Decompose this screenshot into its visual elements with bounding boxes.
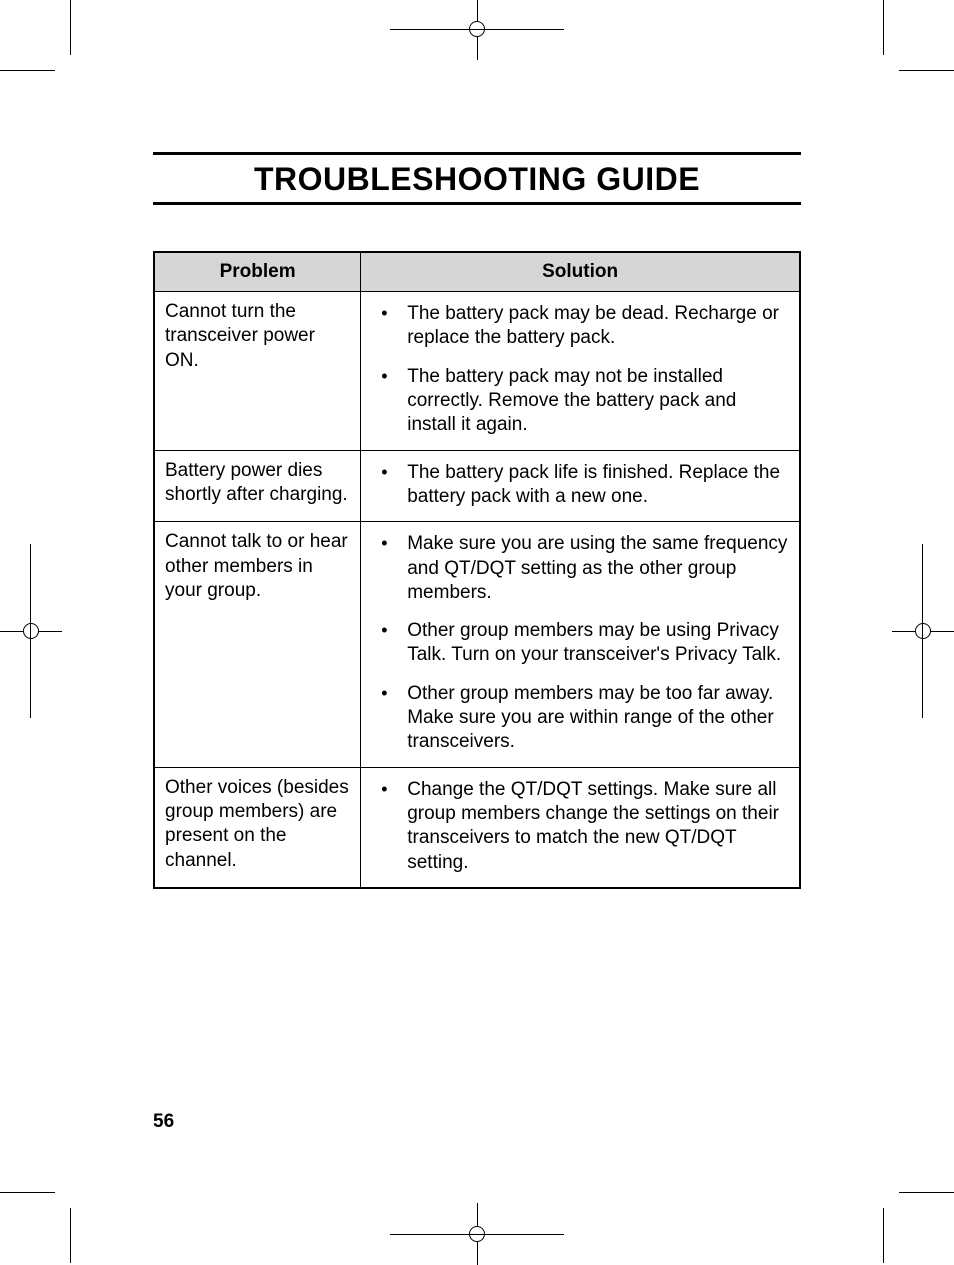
- table-row: Other voices (besides group members) are…: [154, 767, 800, 888]
- solution-item: Other group members may be too far away.…: [367, 680, 789, 757]
- problem-cell: Battery power dies shortly after chargin…: [154, 450, 361, 522]
- problem-cell: Cannot talk to or hear other members in …: [154, 522, 361, 768]
- problem-cell: Other voices (besides group members) are…: [154, 767, 361, 888]
- solution-cell: The battery pack may be dead. Recharge o…: [361, 292, 800, 451]
- registration-mark-right: [912, 620, 934, 642]
- problem-cell: Cannot turn the transceiver power ON.: [154, 292, 361, 451]
- solution-list: The battery pack may be dead. Recharge o…: [367, 300, 789, 440]
- table-row: Cannot turn the transceiver power ON.The…: [154, 292, 800, 451]
- rule-bottom: [153, 202, 801, 205]
- solution-item: Change the QT/DQT settings. Make sure al…: [367, 776, 789, 877]
- registration-mark-bottom: [466, 1223, 488, 1245]
- solution-item: Other group members may be using Privacy…: [367, 617, 789, 670]
- registration-mark-top: [466, 18, 488, 40]
- col-header-problem: Problem: [154, 252, 361, 292]
- table-header-row: Problem Solution: [154, 252, 800, 292]
- solution-list: Make sure you are using the same frequen…: [367, 530, 789, 757]
- table-body: Cannot turn the transceiver power ON.The…: [154, 292, 800, 888]
- page-number: 56: [153, 1111, 174, 1133]
- solution-cell: The battery pack life is finished. Repla…: [361, 450, 800, 522]
- table-row: Battery power dies shortly after chargin…: [154, 450, 800, 522]
- solution-cell: Change the QT/DQT settings. Make sure al…: [361, 767, 800, 888]
- solution-cell: Make sure you are using the same frequen…: [361, 522, 800, 768]
- solution-item: The battery pack may not be installed co…: [367, 363, 789, 440]
- table-row: Cannot talk to or hear other members in …: [154, 522, 800, 768]
- page: TROUBLESHOOTING GUIDE Problem Solution C…: [0, 0, 954, 1263]
- page-title: TROUBLESHOOTING GUIDE: [153, 155, 801, 202]
- solution-list: Change the QT/DQT settings. Make sure al…: [367, 776, 789, 877]
- troubleshooting-table: Problem Solution Cannot turn the transce…: [153, 251, 801, 889]
- col-header-solution: Solution: [361, 252, 800, 292]
- registration-mark-left: [20, 620, 42, 642]
- solution-item: Make sure you are using the same frequen…: [367, 530, 789, 607]
- content-area: TROUBLESHOOTING GUIDE Problem Solution C…: [153, 152, 801, 889]
- solution-item: The battery pack life is finished. Repla…: [367, 459, 789, 512]
- troubleshooting-table-wrap: Problem Solution Cannot turn the transce…: [153, 251, 801, 889]
- title-wrap: TROUBLESHOOTING GUIDE: [153, 155, 801, 202]
- solution-list: The battery pack life is finished. Repla…: [367, 459, 789, 512]
- solution-item: The battery pack may be dead. Recharge o…: [367, 300, 789, 353]
